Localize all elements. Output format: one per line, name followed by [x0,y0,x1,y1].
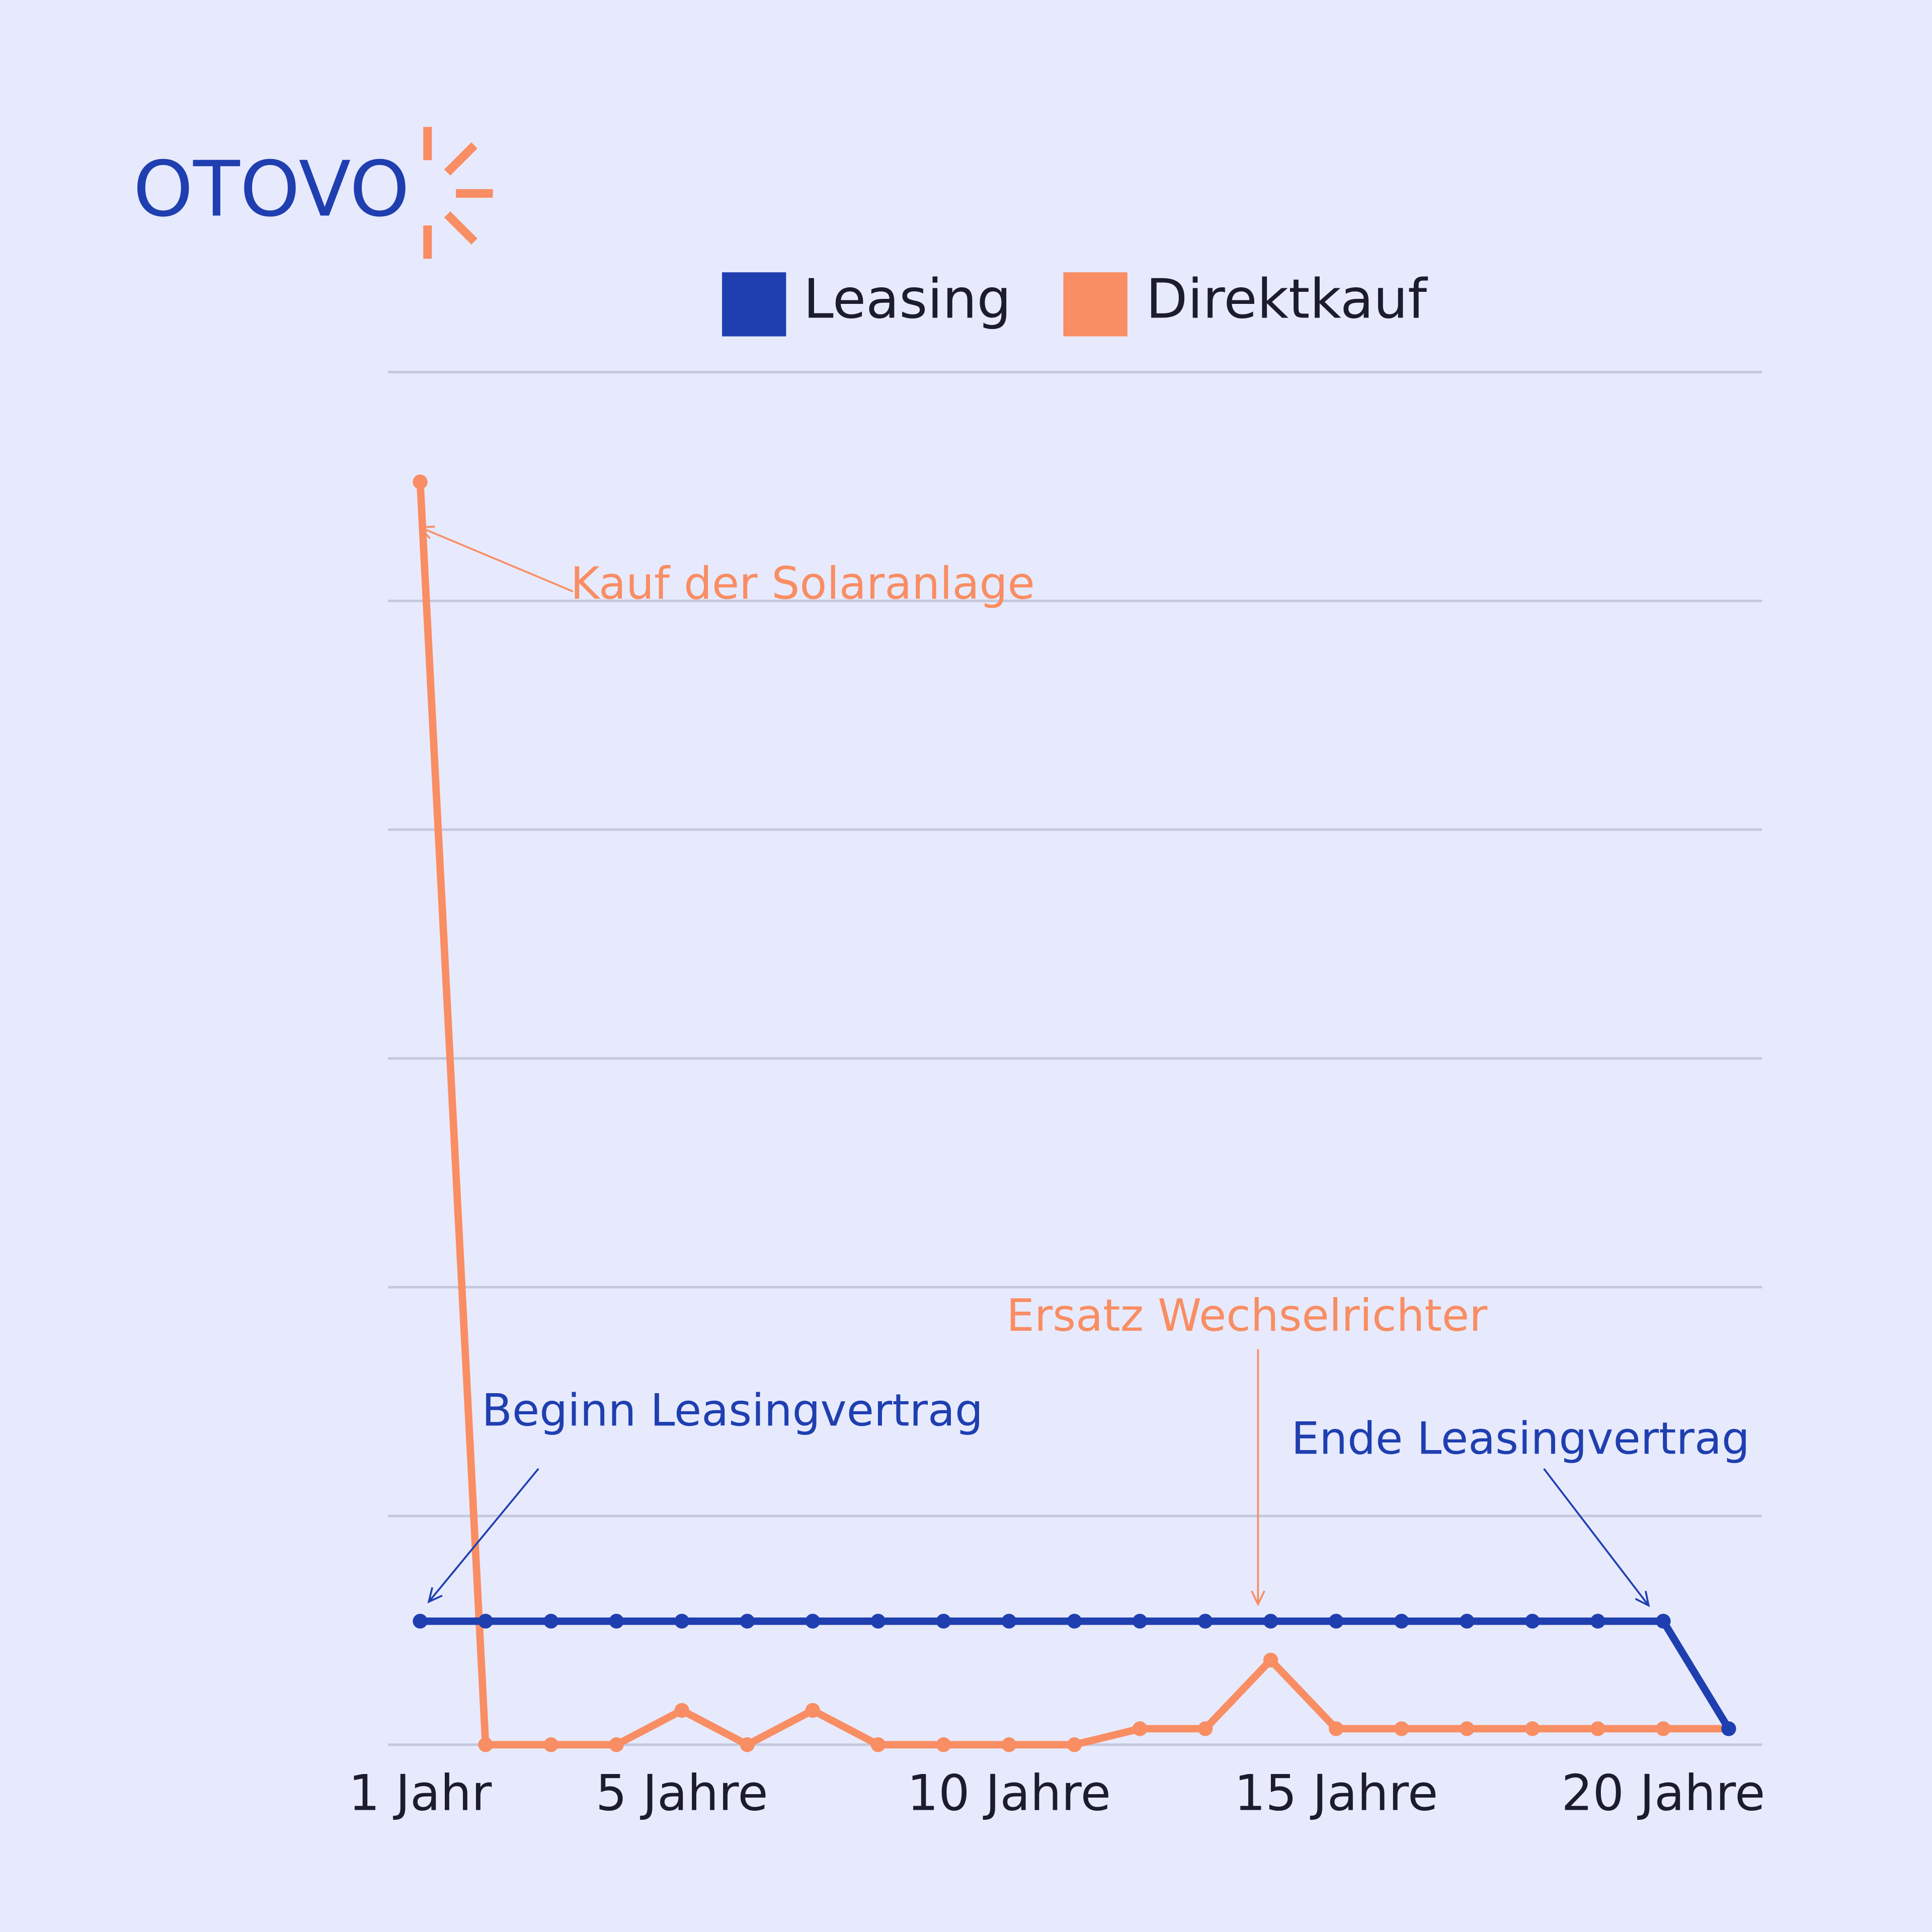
data-point [1197,1614,1213,1629]
annotation-text: Ende Leasingvertrag [1292,1413,1750,1465]
data-point [1263,1614,1278,1629]
data-point [1328,1721,1344,1736]
data-point [870,1737,886,1752]
legend-label: Direktkauf [1146,268,1428,331]
data-point [936,1614,951,1629]
data-point [1394,1721,1409,1736]
annotation-arrow [428,1468,539,1602]
data-point [805,1703,821,1718]
data-point [543,1737,558,1752]
data-point [1590,1721,1605,1736]
data-point [740,1737,755,1752]
data-point [478,1614,493,1629]
data-point [1394,1614,1409,1629]
x-tick-label: 10 Jahre [907,1764,1111,1822]
annotation-arrowhead [427,1587,443,1603]
data-point [674,1703,689,1718]
x-tick-label: 15 Jahre [1234,1764,1438,1822]
annotation-arrow [420,526,574,593]
annotation-arrowhead [1250,1590,1265,1606]
data-point [1132,1721,1148,1736]
data-point [1721,1721,1736,1736]
data-point [1197,1721,1213,1736]
data-point [1067,1614,1082,1629]
data-point [1328,1614,1344,1629]
data-point [1460,1721,1475,1736]
data-point [1460,1614,1475,1629]
annotation-arrowhead [418,525,435,539]
data-point [870,1614,886,1629]
x-tick-label: 20 Jahre [1561,1764,1765,1822]
annotation-text: Ersatz Wechselrichter [1006,1290,1488,1341]
data-point [1263,1652,1278,1668]
data-point [609,1614,624,1629]
legend-swatch [722,272,786,337]
annotation-text: Beginn Leasingvertrag [482,1384,983,1436]
data-point [1590,1614,1605,1629]
logo-sun [423,127,493,259]
data-point [1001,1614,1017,1629]
data-point [674,1614,689,1629]
data-point [1656,1721,1671,1736]
data-point [609,1737,624,1752]
data-point [805,1614,821,1629]
data-point [478,1737,493,1752]
data-point [1525,1614,1540,1629]
annotation-arrowhead [1635,1590,1650,1607]
x-tick-label: 5 Jahre [596,1764,768,1822]
data-point [1001,1737,1017,1752]
annotation-arrow [1543,1468,1650,1606]
data-point [1132,1614,1148,1629]
data-point [413,474,428,490]
annotation-text: Kauf der Solaranlage [571,557,1035,609]
data-point [413,1614,428,1629]
data-point [1067,1737,1082,1752]
data-point [936,1737,951,1752]
data-point [543,1614,558,1629]
data-point [1525,1721,1540,1736]
logo-text: OTOVO [133,144,410,233]
data-point [1656,1614,1671,1629]
x-tick-label: 1 Jahr [349,1764,492,1822]
legend-label: Leasing [803,268,1011,331]
legend-swatch [1063,272,1128,337]
data-point [740,1614,755,1629]
